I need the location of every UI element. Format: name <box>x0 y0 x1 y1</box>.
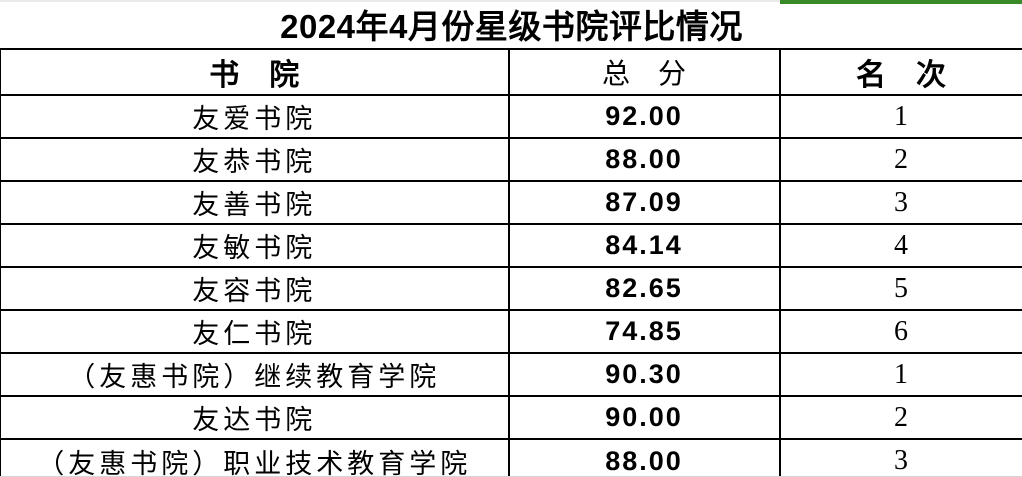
table-title-cell[interactable]: 2024年4月份星级书院评比情况 <box>0 0 1022 50</box>
college-cell[interactable]: （友惠书院）继续教育学院 <box>0 352 510 397</box>
rank-cell[interactable]: 1 <box>778 352 1022 397</box>
table-row: 友恭书院 88.00 2 <box>0 137 1022 182</box>
table-title-row: 2024年4月份星级书院评比情况 <box>0 0 1022 50</box>
rank-cell[interactable]: 3 <box>778 438 1022 477</box>
college-cell[interactable]: 友容书院 <box>0 266 510 311</box>
rank-cell[interactable]: 1 <box>778 94 1022 139</box>
college-cell[interactable]: 友爱书院 <box>0 94 510 139</box>
table-row: 友仁书院 74.85 6 <box>0 309 1022 354</box>
score-cell[interactable]: 87.09 <box>507 180 781 225</box>
score-cell[interactable]: 88.00 <box>507 137 781 182</box>
column-header-college[interactable]: 书 院 <box>0 48 510 96</box>
green-selection-border <box>780 0 1022 4</box>
column-header-rank[interactable]: 名 次 <box>778 48 1022 96</box>
score-cell[interactable]: 88.00 <box>507 438 781 477</box>
college-cell[interactable]: 友善书院 <box>0 180 510 225</box>
score-cell[interactable]: 90.30 <box>507 352 781 397</box>
rank-cell[interactable]: 4 <box>778 223 1022 268</box>
rank-cell[interactable]: 2 <box>778 137 1022 182</box>
college-cell[interactable]: 友仁书院 <box>0 309 510 354</box>
table-row: 友敏书院 84.14 4 <box>0 223 1022 268</box>
rank-cell[interactable]: 6 <box>778 309 1022 354</box>
table-row: 友善书院 87.09 3 <box>0 180 1022 225</box>
score-cell[interactable]: 84.14 <box>507 223 781 268</box>
table-row: 友容书院 82.65 5 <box>0 266 1022 311</box>
score-cell[interactable]: 74.85 <box>507 309 781 354</box>
table-header-row: 书 院 总 分 名 次 <box>0 48 1022 96</box>
rank-cell[interactable]: 2 <box>778 395 1022 440</box>
score-cell[interactable]: 90.00 <box>507 395 781 440</box>
table-row: （友惠书院）继续教育学院 90.30 1 <box>0 352 1022 397</box>
column-header-score[interactable]: 总 分 <box>507 48 781 96</box>
college-cell[interactable]: 友恭书院 <box>0 137 510 182</box>
rank-cell[interactable]: 3 <box>778 180 1022 225</box>
table-row: 友达书院 90.00 2 <box>0 395 1022 440</box>
table-row: （友惠书院）职业技术教育学院 88.00 3 <box>0 438 1022 477</box>
rank-cell[interactable]: 5 <box>778 266 1022 311</box>
score-cell[interactable]: 82.65 <box>507 266 781 311</box>
college-cell[interactable]: （友惠书院）职业技术教育学院 <box>0 438 510 477</box>
score-cell[interactable]: 92.00 <box>507 94 781 139</box>
table-row: 友爱书院 92.00 1 <box>0 94 1022 139</box>
college-cell[interactable]: 友达书院 <box>0 395 510 440</box>
college-cell[interactable]: 友敏书院 <box>0 223 510 268</box>
